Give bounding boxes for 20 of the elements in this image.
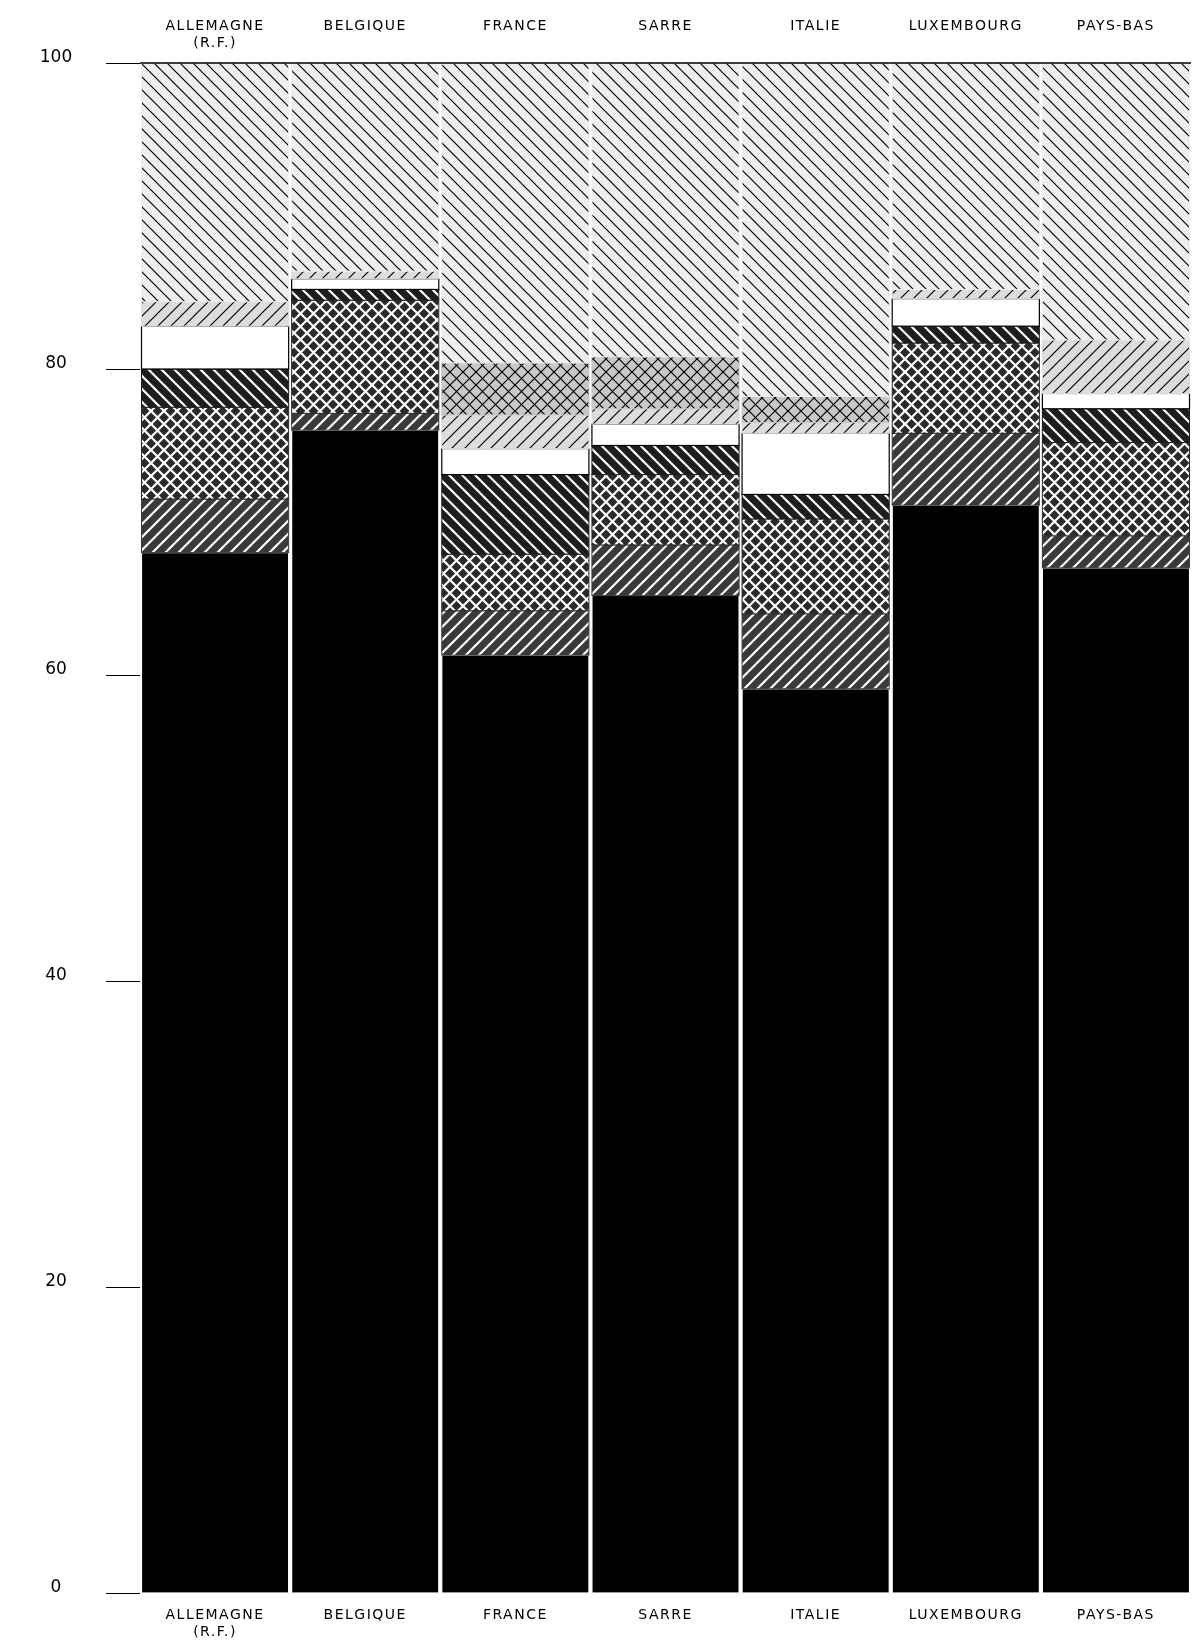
x-tick-label: SARRE: [638, 17, 693, 33]
category-label: FRANCE: [482, 1606, 548, 1622]
x-tick-label: FRANCE: [482, 17, 548, 33]
y-tick-label: 100: [39, 45, 73, 66]
category-label: SARRE: [638, 1606, 693, 1622]
x-tick-label: ITALIE: [790, 17, 842, 33]
category-label: ITALIE: [790, 1606, 842, 1622]
category-label: LUXEMBOURG: [908, 1606, 1023, 1622]
y-tick-label: 60: [45, 657, 67, 678]
x-tick-label: ALLEMAGNE (R.F.): [165, 17, 265, 50]
category-label: BELGIQUE: [323, 1606, 407, 1622]
y-tick-label: 20: [45, 1269, 67, 1290]
x-tick-label: BELGIQUE: [323, 17, 407, 33]
y-tick-label: 80: [45, 351, 67, 372]
x-tick-label: PAYS-BAS: [1076, 17, 1155, 33]
y-tick-label: 0: [50, 1575, 62, 1596]
y-tick-label: 40: [45, 963, 67, 984]
category-label: PAYS-BAS: [1076, 1606, 1155, 1622]
x-tick-label: LUXEMBOURG: [908, 17, 1023, 33]
category-label: ALLEMAGNE (R.F.): [165, 1606, 265, 1639]
